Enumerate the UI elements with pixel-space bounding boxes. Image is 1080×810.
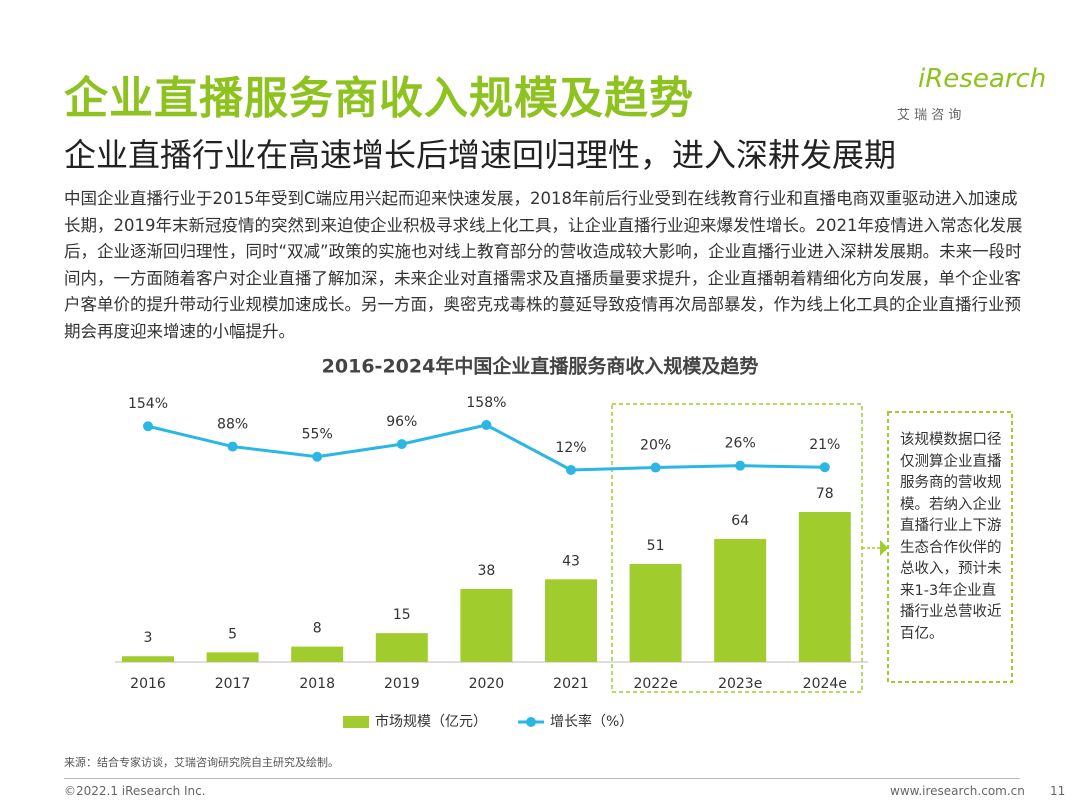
growth-line (147, 423, 825, 472)
line-label: 88% (217, 417, 248, 433)
x-tick-label: 2019 (384, 676, 420, 692)
line-point (396, 439, 407, 450)
x-tick-label: 2022e (633, 676, 677, 692)
logo: iResearch (918, 64, 1047, 94)
bar (460, 588, 513, 662)
x-tick-label: 2017 (215, 676, 251, 692)
line-point (312, 451, 323, 462)
x-tick-label: 2024e (803, 676, 847, 692)
bar (545, 579, 597, 662)
bar-label: 43 (562, 553, 580, 569)
line-point (819, 462, 830, 473)
x-tick-label: 2016 (130, 676, 166, 692)
subtitle: 企业直播行业在高速增长后增速回归理性，进入深耕发展期 (64, 136, 897, 174)
bar-label: 64 (731, 513, 749, 529)
bar-label: 38 (477, 563, 495, 579)
bar-label: 15 (393, 607, 411, 623)
bar (629, 563, 682, 662)
chart-title: 2016-2024年中国企业直播服务商收入规模及趋势 (322, 355, 759, 378)
line-label: 96% (386, 414, 417, 430)
bar (291, 646, 344, 662)
website: www.iresearch.com.cn (890, 784, 1025, 798)
line-label: 12% (555, 440, 586, 456)
page-title: 企业直播服务商收入规模及趋势 (64, 73, 694, 124)
note-arrow (880, 540, 888, 556)
legend-dot (526, 717, 536, 727)
bar (122, 656, 174, 662)
line-label: 21% (809, 437, 840, 453)
line-point (227, 441, 238, 452)
line-label: 20% (640, 438, 671, 454)
legend-label: 市场规模（亿元） (375, 713, 487, 730)
line-label: 154% (128, 396, 168, 412)
footer-rule (64, 778, 1020, 779)
bar (375, 633, 428, 662)
logo-sub: 艾 瑞 咨 询 (897, 108, 962, 123)
legend-swatch (343, 716, 369, 728)
x-tick-label: 2020 (469, 676, 505, 692)
line-point (566, 465, 576, 475)
line-label: 158% (466, 395, 506, 411)
line-point (650, 462, 661, 473)
line-label: 26% (725, 436, 756, 452)
bar-label: 8 (313, 621, 322, 637)
body-text: 中国企业直播行业于2015年受到C端应用兴起而迎来快速发展，2018年前后行业受… (64, 189, 1023, 341)
bar (206, 652, 259, 662)
source: 来源：结合专家访谈，艾瑞咨询研究院自主研究及绘制。 (64, 756, 339, 769)
x-tick-label: 2021 (553, 676, 589, 692)
chart: 2016-2024年中国企业直播服务商收入规模及趋势 2016 2017 2018 2… (115, 355, 1013, 730)
bar-label: 78 (816, 486, 834, 502)
copyright: ©2022.1 iResearch Inc. (64, 784, 206, 798)
bar-label: 5 (228, 626, 237, 642)
x-tick-label: 2023e (718, 676, 762, 692)
line-point (481, 420, 492, 430)
line-point (735, 460, 746, 471)
line-point (143, 421, 153, 432)
bar (798, 512, 851, 662)
bar (714, 538, 767, 662)
note-box (887, 411, 1013, 683)
line-label: 55% (302, 427, 333, 443)
bar-label: 51 (647, 538, 665, 554)
bar-label: 3 (144, 630, 153, 646)
chart-note: 该规模数据口径仅测算企业直播服务商的营收规模。若纳入企业直播行业上下游生态合作伙… (900, 432, 1002, 642)
legend-label: 增长率（%） (550, 713, 633, 730)
page-number: 11 (1050, 784, 1066, 798)
x-tick-label: 2018 (299, 676, 335, 692)
